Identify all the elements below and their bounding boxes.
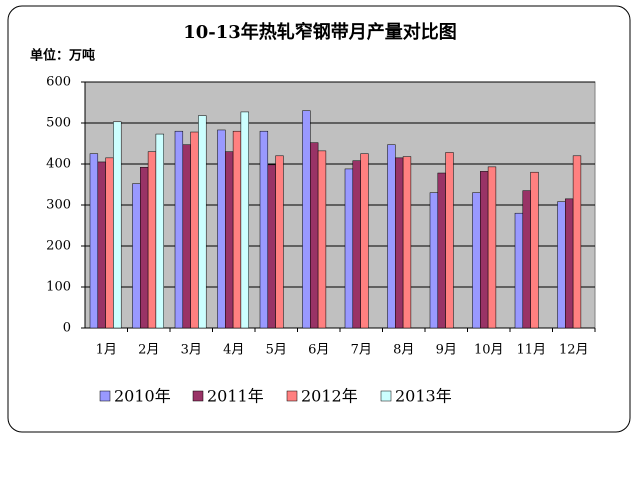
bar (198, 115, 207, 329)
bar (302, 110, 311, 329)
bar (217, 129, 226, 329)
bar (352, 160, 361, 329)
x-tick-label: 1月 (96, 343, 117, 358)
x-tick-label: 8月 (393, 343, 414, 358)
x-tick-label: 3月 (181, 343, 202, 358)
y-tick-label: 200 (46, 239, 71, 254)
bar (232, 130, 242, 329)
bar (487, 166, 497, 329)
bar (402, 156, 412, 329)
bar (259, 130, 269, 329)
bar (190, 131, 199, 329)
x-tick-label: 10月 (474, 343, 504, 358)
legend-label: 2013年 (395, 387, 452, 406)
bar (155, 133, 164, 329)
x-tick-label: 7月 (351, 343, 372, 358)
legend-label: 2012年 (301, 387, 358, 406)
bar (445, 152, 454, 329)
bar (472, 192, 481, 329)
bar (480, 171, 489, 329)
legend-label: 2010年 (114, 387, 171, 406)
x-tick-label: 6月 (308, 343, 329, 358)
y-tick-label: 500 (46, 116, 71, 131)
x-tick-label: 11月 (516, 343, 546, 358)
bar (140, 167, 149, 329)
bar (105, 157, 114, 329)
bar (514, 212, 524, 329)
bar (225, 151, 234, 329)
legend-swatch (380, 390, 392, 402)
y-tick-label: 300 (46, 198, 71, 213)
legend-swatch (286, 390, 298, 402)
bar (182, 144, 191, 329)
x-tick-label: 9月 (436, 343, 457, 358)
bar (522, 190, 531, 329)
bar (132, 183, 141, 329)
bar (89, 153, 99, 329)
x-tick-label: 5月 (266, 343, 287, 358)
legend-swatch (99, 390, 111, 402)
bar (530, 171, 539, 329)
legend-label: 2011年 (207, 387, 264, 406)
bar (97, 161, 106, 329)
y-tick-label: 100 (46, 280, 71, 295)
bar (387, 144, 396, 329)
bar (240, 111, 249, 329)
chart-title: 10-13年热轧窄钢带月产量对比图 (183, 21, 457, 43)
bar (557, 201, 566, 329)
y-tick-label: 400 (46, 157, 71, 172)
bar (360, 153, 369, 329)
y-tick-label: 600 (46, 75, 71, 90)
bar (147, 151, 157, 329)
bar (437, 172, 446, 329)
bar (565, 198, 574, 329)
bar (395, 157, 404, 329)
bar (317, 150, 327, 329)
x-tick-label: 12月 (559, 343, 589, 358)
bar (174, 130, 184, 329)
unit-label: 单位：万吨 (30, 48, 95, 64)
bar (275, 155, 284, 329)
bar (344, 168, 354, 329)
bar (572, 155, 582, 329)
bar (429, 192, 439, 329)
y-tick-label: 0 (63, 321, 71, 336)
x-tick-label: 4月 (223, 343, 244, 358)
x-tick-label: 2月 (138, 343, 159, 358)
bar (113, 121, 122, 329)
legend-swatch (192, 390, 204, 402)
bar (310, 142, 319, 329)
bar (267, 164, 276, 329)
